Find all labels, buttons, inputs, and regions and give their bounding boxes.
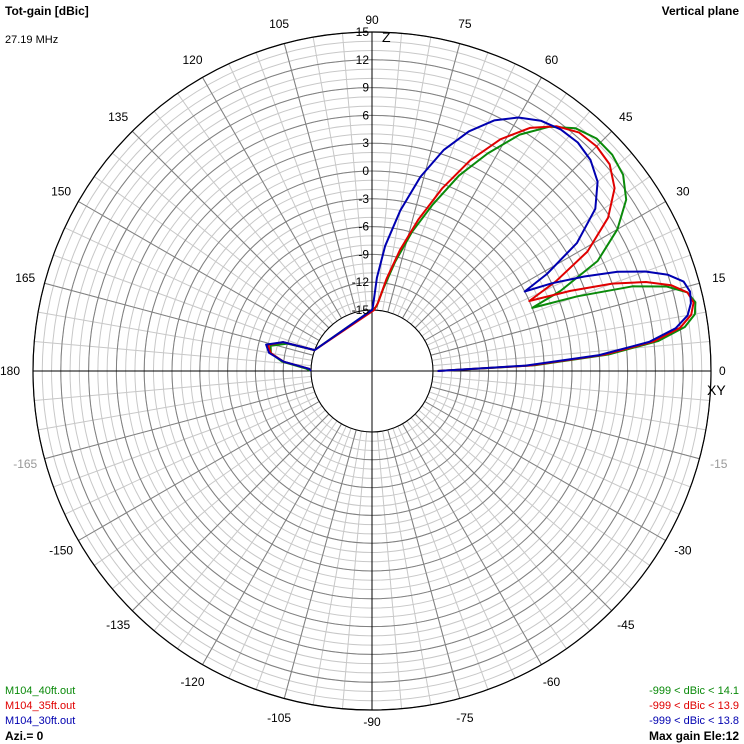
angle-label: 45 [619, 110, 633, 124]
angle-spoke [424, 401, 666, 541]
legend-entry-1: M104_40ft.out [5, 685, 76, 697]
angle-spoke [283, 429, 357, 699]
plot-title: Tot-gain [dBic] [5, 4, 89, 18]
angle-label: -120 [180, 675, 204, 689]
gain-tick-label: -9 [358, 247, 369, 261]
angle-spoke [283, 43, 357, 313]
series-layer [265, 116, 697, 372]
angle-spoke [78, 201, 320, 341]
gain-tick-label: -12 [352, 275, 370, 289]
angle-label: 165 [15, 271, 35, 285]
series-line-2 [266, 125, 695, 372]
axis-letter-xy: XY [707, 382, 726, 398]
azimuth-label: Azi.= 0 [5, 729, 44, 743]
gain-tick-label: -15 [352, 303, 370, 317]
angle-label: -150 [49, 544, 73, 558]
series-line-3 [265, 116, 692, 372]
gain-tick-label: -3 [358, 192, 369, 206]
angle-spoke [414, 130, 613, 329]
angle-label: 30 [676, 185, 690, 199]
angle-spoke [430, 282, 700, 356]
angle-spoke [202, 423, 342, 665]
angle-spoke [424, 201, 666, 341]
legend-ranges: -999 < dBic < 14.1 -999 < dBic < 13.9 -999… [649, 684, 739, 729]
angle-spoke [202, 77, 342, 319]
legend-range-2: -999 < dBic < 13.9 [649, 700, 739, 712]
angle-label: 180 [0, 364, 20, 378]
legend-range-3: -999 < dBic < 13.8 [649, 715, 739, 727]
angle-label: 105 [269, 17, 289, 31]
angle-spoke [78, 401, 320, 541]
gain-tick-label: 3 [362, 136, 369, 150]
gain-tick-label: 0 [362, 164, 369, 178]
angle-label: -45 [617, 618, 635, 632]
angle-label: -75 [456, 711, 474, 725]
angle-label: -90 [363, 715, 381, 729]
legend-entry-3: M104_30ft.out [5, 715, 76, 727]
legend-range-1: -999 < dBic < 14.1 [649, 685, 739, 697]
angle-spoke [131, 413, 330, 612]
plane-label: Vertical plane [661, 4, 739, 18]
angle-spoke [402, 423, 542, 665]
gain-tick-label: 9 [362, 81, 369, 95]
angle-label: 75 [458, 17, 472, 31]
angle-spoke [430, 386, 700, 460]
angle-spoke [387, 429, 461, 699]
angle-label: -60 [543, 675, 561, 689]
legend: M104_40ft.out M104_35ft.out M104_30ft.out [5, 684, 75, 729]
angle-label: 120 [182, 53, 202, 67]
angle-label: -30 [674, 544, 692, 558]
angle-spoke [387, 43, 461, 313]
gain-tick-label: 6 [362, 108, 369, 122]
angle-label: 15 [712, 271, 726, 285]
gain-tick-label: -6 [358, 220, 369, 234]
angle-label: 90 [365, 13, 379, 27]
angle-spoke [44, 386, 314, 460]
gain-tick-label: 12 [356, 53, 370, 67]
angle-spoke [414, 413, 613, 612]
axis-letter-z: Z [382, 29, 391, 45]
angle-label: -15 [710, 457, 728, 471]
angle-spoke [44, 282, 314, 356]
angle-label: 150 [51, 185, 71, 199]
angle-label: -135 [106, 618, 130, 632]
angle-spoke [131, 130, 330, 329]
legend-entry-2: M104_35ft.out [5, 700, 76, 712]
label-layer: 0153045607590105120135150165180-165-150-… [0, 13, 728, 729]
angle-label: -105 [267, 711, 291, 725]
angle-label: 0 [719, 364, 726, 378]
max-gain-label: Max gain Ele:12 [648, 729, 739, 743]
gain-tick-label: 15 [356, 25, 370, 39]
frequency-label: 27.19 MHz [5, 34, 59, 46]
angle-label: 135 [108, 110, 128, 124]
angle-label: -165 [13, 457, 37, 471]
angle-label: 60 [545, 53, 559, 67]
